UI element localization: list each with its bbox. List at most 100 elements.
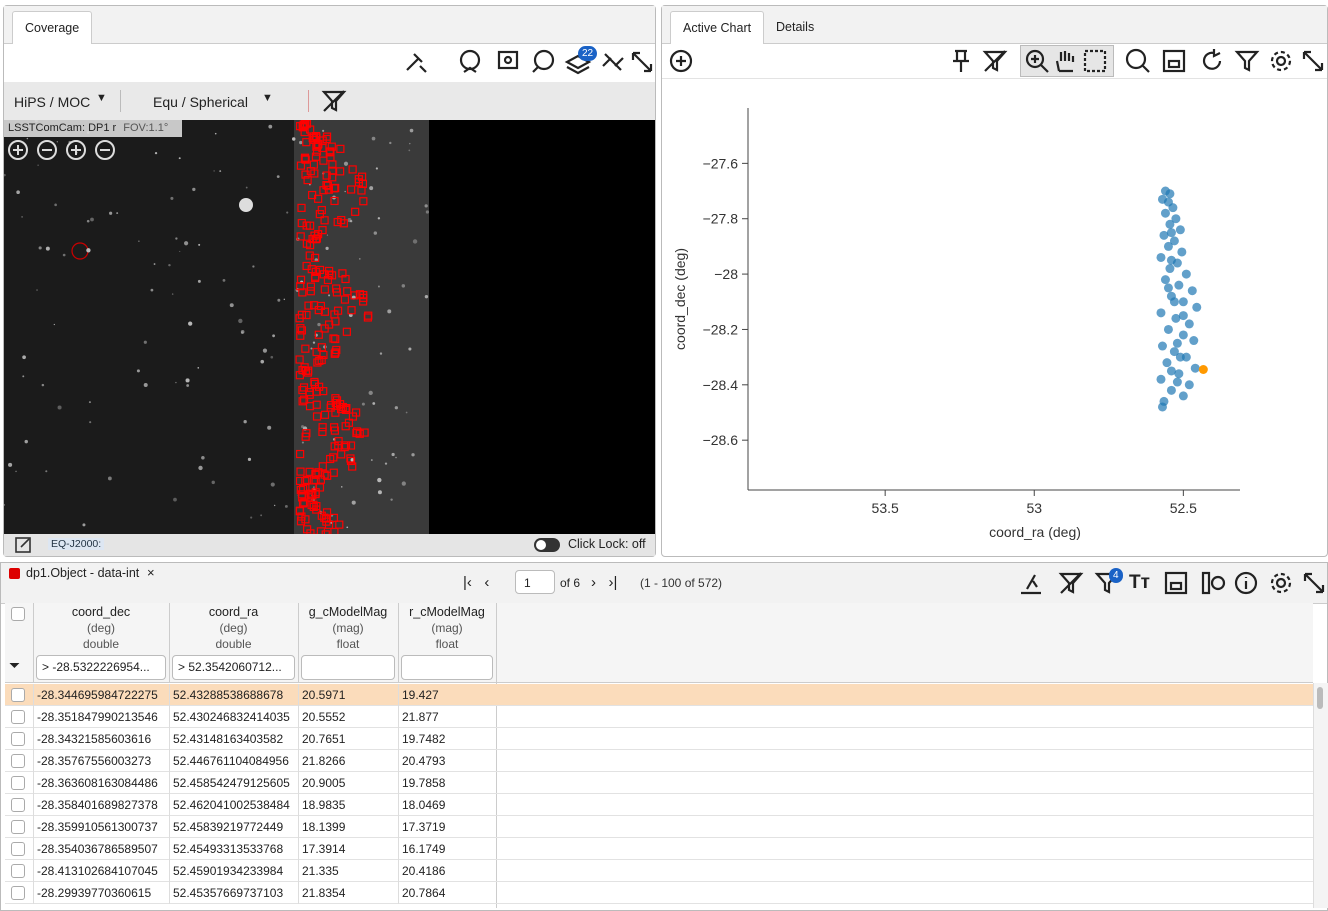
tools-button[interactable] bbox=[402, 48, 430, 76]
table-row[interactable] bbox=[5, 728, 1313, 750]
source-marker bbox=[315, 265, 325, 275]
tab[interactable]: Coverage bbox=[12, 11, 93, 44]
clear-filter-button[interactable] bbox=[981, 47, 1009, 75]
lock-toggle[interactable] bbox=[534, 538, 560, 552]
restore-button[interactable] bbox=[1198, 47, 1226, 75]
column-type: float bbox=[336, 637, 360, 651]
table-cell: -28.354036786589507 bbox=[33, 838, 169, 860]
tab[interactable]: Active Chart bbox=[670, 11, 765, 44]
source-marker bbox=[297, 490, 307, 499]
star bbox=[412, 239, 418, 244]
table-row[interactable] bbox=[5, 684, 1313, 706]
page-input[interactable]: 1 bbox=[515, 570, 555, 594]
checkbox[interactable] bbox=[11, 864, 25, 878]
source-marker bbox=[314, 139, 323, 149]
source-marker bbox=[326, 147, 335, 156]
info-button[interactable] bbox=[1232, 569, 1260, 597]
point bbox=[1156, 252, 1166, 262]
column-filter[interactable] bbox=[401, 655, 493, 680]
clear-filter-button[interactable] bbox=[1057, 569, 1085, 597]
expand-button[interactable] bbox=[1299, 47, 1327, 75]
checkbox[interactable] bbox=[11, 607, 25, 621]
table-row[interactable] bbox=[5, 772, 1313, 794]
star bbox=[45, 470, 48, 473]
checkbox[interactable] bbox=[11, 886, 25, 900]
source-marker bbox=[302, 475, 312, 485]
select-button[interactable] bbox=[529, 48, 557, 76]
popout-button[interactable] bbox=[14, 536, 32, 554]
add-column-button[interactable] bbox=[1199, 569, 1227, 597]
table-row[interactable] bbox=[5, 882, 1313, 904]
pager-buttons[interactable]: › ›| bbox=[591, 574, 618, 591]
table-cell: -28.359910561300737 bbox=[33, 816, 169, 838]
checkbox[interactable] bbox=[11, 732, 25, 746]
checkbox[interactable] bbox=[11, 798, 25, 812]
layers-button[interactable] bbox=[564, 48, 592, 76]
save-button[interactable] bbox=[1160, 47, 1188, 75]
source-marker bbox=[355, 429, 364, 438]
star bbox=[154, 151, 158, 155]
checkbox[interactable] bbox=[11, 776, 25, 790]
source-marker bbox=[335, 400, 345, 409]
checkbox[interactable] bbox=[11, 688, 25, 702]
reset-zoom-button[interactable] bbox=[1124, 47, 1152, 75]
checkbox[interactable] bbox=[11, 842, 25, 856]
recenter-button[interactable] bbox=[494, 48, 522, 76]
column-filter[interactable] bbox=[301, 655, 395, 680]
tab[interactable]: Details bbox=[776, 20, 815, 34]
settings-button[interactable] bbox=[1267, 569, 1295, 597]
pager-buttons[interactable]: |‹ ‹ bbox=[463, 574, 490, 591]
source-marker bbox=[296, 449, 305, 459]
star bbox=[260, 514, 263, 517]
star bbox=[369, 186, 374, 191]
text-view-button[interactable]: Tт bbox=[1129, 572, 1150, 593]
point bbox=[1169, 347, 1179, 357]
color-button[interactable] bbox=[456, 48, 484, 76]
point bbox=[1157, 402, 1167, 412]
checkbox[interactable] bbox=[11, 820, 25, 834]
source-marker bbox=[352, 427, 362, 436]
table-row[interactable] bbox=[5, 750, 1313, 772]
table-tab[interactable]: dp1.Object - data-int bbox=[26, 566, 140, 580]
add-chart-button[interactable] bbox=[667, 47, 695, 75]
checkbox[interactable] bbox=[11, 710, 25, 724]
filter-button[interactable] bbox=[1233, 47, 1261, 75]
pin-button[interactable] bbox=[947, 47, 975, 75]
source-marker bbox=[350, 291, 359, 300]
select-mode-button[interactable] bbox=[1081, 47, 1109, 75]
y-tick-label: −28 bbox=[714, 266, 738, 282]
star bbox=[198, 243, 201, 246]
column-filter[interactable]: > 52.3542060712... bbox=[172, 655, 295, 680]
hips-menu[interactable]: HiPS / MOC bbox=[14, 94, 91, 110]
star bbox=[411, 453, 415, 457]
star bbox=[373, 231, 378, 235]
chart-button[interactable] bbox=[1017, 569, 1045, 597]
table-row[interactable] bbox=[5, 838, 1313, 860]
source-marker bbox=[317, 343, 326, 352]
save-button[interactable] bbox=[1162, 569, 1190, 597]
column-filter[interactable]: > -28.5322226954... bbox=[36, 655, 166, 680]
zoom-mode-button[interactable] bbox=[1023, 47, 1051, 75]
source-marker bbox=[319, 350, 328, 360]
star bbox=[41, 383, 45, 387]
unlink-button[interactable] bbox=[599, 48, 627, 76]
pan-mode-button[interactable] bbox=[1051, 47, 1079, 75]
checkbox[interactable] bbox=[11, 754, 25, 768]
close-tab[interactable]: × bbox=[147, 565, 155, 580]
star bbox=[349, 219, 353, 223]
projection-menu[interactable]: Equ / Spherical bbox=[153, 94, 248, 110]
point bbox=[1163, 324, 1173, 334]
expand-button[interactable] bbox=[1300, 569, 1328, 597]
star bbox=[86, 219, 90, 223]
clear-filter-button[interactable] bbox=[320, 87, 348, 115]
star bbox=[284, 504, 288, 508]
table-row[interactable] bbox=[5, 860, 1313, 882]
point bbox=[1174, 369, 1184, 379]
table-row[interactable] bbox=[5, 816, 1313, 838]
expand-button[interactable] bbox=[628, 48, 656, 76]
table-color-swatch bbox=[9, 568, 20, 579]
source-marker bbox=[348, 165, 357, 174]
settings-button[interactable] bbox=[1267, 47, 1295, 75]
table-row[interactable] bbox=[5, 794, 1313, 816]
table-row[interactable] bbox=[5, 706, 1313, 728]
